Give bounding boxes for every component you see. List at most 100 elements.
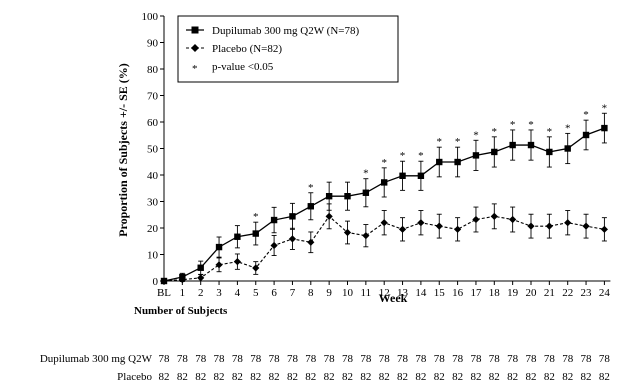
significance-star: * bbox=[547, 126, 553, 138]
data-point-placebo bbox=[160, 277, 168, 285]
nsub-count: 78 bbox=[342, 353, 353, 365]
nsub-count: 78 bbox=[397, 353, 409, 365]
series-line-layer bbox=[163, 127, 605, 282]
data-point-placebo bbox=[417, 219, 425, 227]
data-point-placebo bbox=[490, 212, 498, 220]
nsub-count: 82 bbox=[378, 371, 390, 383]
y-tick-label: 90 bbox=[147, 38, 159, 50]
data-point-placebo bbox=[178, 276, 186, 284]
significance-star: * bbox=[492, 126, 498, 138]
nsub-count: 82 bbox=[433, 371, 445, 383]
y-axis-title: Proportion of Subjects +/- SE (%) bbox=[116, 63, 130, 237]
nsub-count: 82 bbox=[488, 371, 500, 383]
data-point-dupilumab bbox=[582, 131, 590, 139]
nsub-count: 78 bbox=[323, 353, 335, 365]
data-point-placebo bbox=[215, 261, 223, 269]
significance-star: * bbox=[308, 182, 314, 194]
data-point-placebo bbox=[398, 225, 407, 233]
significance-star: * bbox=[565, 122, 571, 134]
data-point-dupilumab bbox=[289, 213, 296, 220]
data-point-dupilumab bbox=[270, 216, 278, 224]
x-tick-label: 13 bbox=[397, 287, 409, 299]
nsub-count: 78 bbox=[231, 353, 243, 365]
data-point-placebo bbox=[343, 228, 352, 237]
legend-marker-placebo bbox=[191, 44, 199, 52]
significance-star: * bbox=[602, 102, 608, 114]
nsub-count: 82 bbox=[507, 371, 519, 383]
significance-layer: * * * * * * * * * * * * * * * * bbox=[253, 102, 607, 223]
data-point-placebo bbox=[545, 222, 553, 230]
nsub-count: 82 bbox=[286, 371, 298, 383]
nsub-count: 82 bbox=[323, 371, 335, 383]
nsub-count: 82 bbox=[452, 371, 464, 383]
nsub-count: 82 bbox=[213, 371, 225, 383]
nsub-count: 78 bbox=[507, 353, 519, 365]
data-point-dupilumab bbox=[527, 141, 535, 149]
x-tick-label: 24 bbox=[599, 287, 611, 299]
legend-star: * bbox=[192, 63, 198, 75]
significance-star: * bbox=[528, 119, 534, 131]
nsub-count: 82 bbox=[176, 371, 188, 383]
data-point-dupilumab bbox=[417, 172, 425, 179]
nsub-count: 78 bbox=[213, 353, 225, 365]
x-tick-label: 21 bbox=[544, 287, 555, 299]
y-tick-label: 10 bbox=[147, 250, 159, 262]
data-point-placebo bbox=[509, 215, 517, 224]
x-tick-label: 18 bbox=[489, 287, 501, 299]
y-tick-label: 30 bbox=[147, 197, 159, 209]
nsub-row-label-dupilumab: Dupilumab 300 mg Q2W bbox=[39, 353, 152, 365]
data-point-placebo bbox=[288, 235, 297, 243]
nsub-count: 82 bbox=[580, 371, 592, 383]
data-point-placebo bbox=[307, 238, 315, 246]
nsub-count: 78 bbox=[452, 353, 464, 365]
x-tick-label: 12 bbox=[379, 287, 390, 299]
x-tick-label: 4 bbox=[235, 287, 241, 299]
x-tick-label: 1 bbox=[180, 287, 186, 299]
nsub-count: 82 bbox=[250, 371, 262, 383]
x-tick-label: 9 bbox=[326, 287, 332, 299]
y-tick-label: 40 bbox=[147, 170, 159, 182]
legend-label-placebo: Placebo (N=82) bbox=[212, 43, 282, 55]
significance-star: * bbox=[473, 129, 479, 141]
nsub-count: 78 bbox=[580, 353, 592, 365]
x-tick-label: 17 bbox=[470, 287, 482, 299]
nsub-count: 78 bbox=[525, 353, 537, 365]
data-point-dupilumab bbox=[399, 172, 406, 179]
data-point-dupilumab bbox=[307, 203, 314, 210]
data-point-dupilumab bbox=[509, 141, 516, 149]
data-point-dupilumab bbox=[344, 193, 351, 200]
nsub-count: 82 bbox=[543, 371, 555, 383]
x-axis-title: Week bbox=[379, 291, 408, 305]
significance-star: * bbox=[510, 119, 516, 131]
legend-label-dupilumab: Dupilumab 300 mg Q2W (N=78) bbox=[212, 25, 359, 37]
data-point-placebo bbox=[362, 232, 370, 240]
data-point-dupilumab bbox=[546, 148, 553, 156]
nsub-count: 82 bbox=[397, 371, 409, 383]
nsub-count: 82 bbox=[231, 371, 243, 383]
data-point-placebo bbox=[527, 222, 535, 230]
data-point-layer bbox=[160, 124, 608, 285]
y-tick-label: 0 bbox=[153, 276, 159, 288]
number-of-subjects-title: Number of Subjects bbox=[134, 305, 228, 317]
nsub-count: 78 bbox=[176, 353, 188, 365]
data-point-placebo bbox=[233, 258, 241, 266]
nsub-count: 78 bbox=[543, 353, 555, 365]
nsub-count: 82 bbox=[415, 371, 427, 383]
significance-star: * bbox=[418, 150, 424, 162]
data-point-dupilumab bbox=[325, 193, 333, 200]
x-tick-label: 15 bbox=[434, 287, 446, 299]
nsub-count: 82 bbox=[470, 371, 482, 383]
nsub-count: 82 bbox=[342, 371, 353, 383]
y-tick-label: 50 bbox=[147, 144, 159, 156]
data-point-dupilumab bbox=[215, 243, 223, 251]
error-bar-layer bbox=[179, 112, 607, 282]
x-tick-label: 11 bbox=[361, 287, 372, 299]
nsub-count: 78 bbox=[488, 353, 500, 365]
nsub-count: 78 bbox=[195, 353, 207, 365]
x-tick-label: 6 bbox=[271, 287, 277, 299]
data-point-placebo bbox=[252, 264, 260, 272]
legend-label-significance: p-value <0.05 bbox=[212, 61, 274, 73]
nsub-count: 78 bbox=[470, 353, 482, 365]
data-point-placebo bbox=[270, 241, 278, 250]
